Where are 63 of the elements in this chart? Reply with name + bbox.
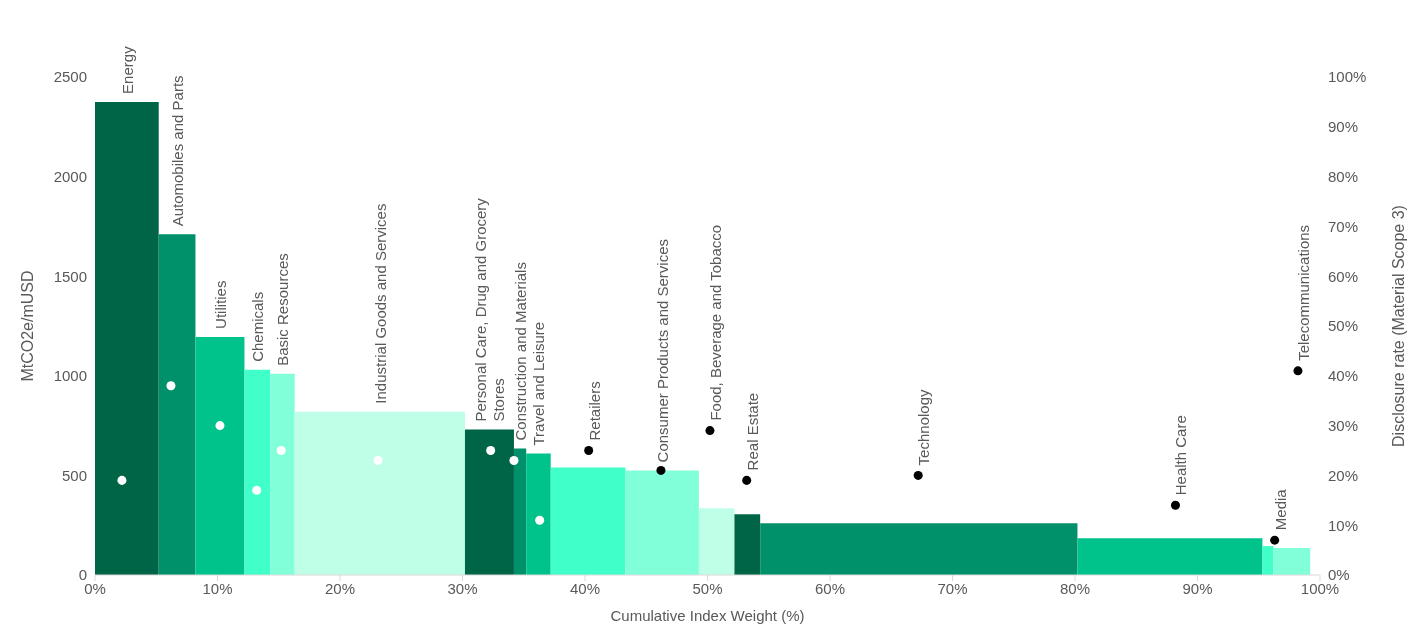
x-tick-label: 50% — [692, 579, 723, 597]
x-tick-label: 20% — [324, 579, 356, 597]
x-tick-label: 80% — [1059, 579, 1091, 597]
point — [276, 445, 286, 456]
y2-tick-label: 60% — [1328, 267, 1359, 285]
x-tick-label: 10% — [202, 579, 233, 597]
point — [486, 445, 496, 456]
annotation: Media — [1271, 488, 1289, 531]
point — [656, 465, 666, 475]
point — [1293, 366, 1303, 376]
point — [705, 426, 715, 436]
annotation: Personal Care, Drug and Grocery Stores — [471, 197, 507, 422]
point — [913, 470, 923, 480]
annotation: Construction and Materials — [511, 262, 529, 441]
annotation: Basic Resources — [273, 253, 291, 366]
y2-tick-label: 40% — [1328, 367, 1359, 385]
annotation: Technology — [914, 389, 932, 466]
point — [535, 515, 545, 525]
y2-tick-label: 50% — [1328, 317, 1359, 335]
annotation: Automobiles and Parts — [168, 75, 186, 227]
y2-tick-label: 30% — [1328, 416, 1359, 434]
annotation: Telecommunications — [1294, 224, 1312, 361]
y2-tick-label: 100% — [1328, 68, 1367, 86]
y2-tick-label: 10% — [1328, 516, 1359, 534]
point — [252, 485, 262, 495]
x-tick-label: 90% — [1182, 579, 1213, 597]
y-tick-label: 2000 — [53, 167, 87, 185]
point — [1170, 500, 1180, 510]
annotation: Chemicals — [248, 291, 266, 362]
y-axis-title: MtCO2e/mUSD — [18, 270, 36, 382]
x-tick-label: 60% — [814, 579, 846, 597]
x-tick-label: 0% — [84, 579, 106, 597]
annotation: Energy — [118, 45, 136, 94]
y-tick-label: 2500 — [53, 68, 87, 86]
annotation: Utilities — [211, 280, 229, 329]
y2-axis-title: Disclosure rate (Material Scope 3) — [1389, 205, 1407, 447]
point — [215, 421, 225, 431]
y-tick-label: 1000 — [53, 367, 87, 385]
y-tick-label: 0 — [78, 566, 87, 584]
x-tick-label: 30% — [447, 579, 478, 597]
x-tick-label: 40% — [569, 579, 601, 597]
y2-tick-label: 20% — [1328, 466, 1359, 484]
y2-tick-label: 80% — [1328, 167, 1359, 185]
annotation: Consumer Products and Services — [653, 238, 671, 463]
y-tick-label: 500 — [61, 466, 87, 484]
point — [742, 475, 752, 485]
point — [1270, 535, 1280, 545]
annotation: Industrial Goods and Services — [371, 203, 389, 404]
x-tick-label: 70% — [937, 579, 968, 597]
point — [509, 455, 519, 465]
annotation: Food, Beverage and Tobacco — [706, 224, 724, 421]
point — [117, 475, 127, 485]
annotation: Health Care — [1171, 415, 1189, 496]
x-axis-title: Cumulative Index Weight (%) — [610, 607, 805, 624]
y-tick-label: 1500 — [53, 267, 87, 285]
point — [373, 455, 383, 465]
annotation: Travel and Leisure — [529, 321, 547, 446]
point — [584, 445, 594, 456]
y2-tick-label: 90% — [1328, 118, 1359, 136]
point — [166, 381, 176, 391]
y2-tick-label: 70% — [1328, 217, 1359, 235]
annotation: Real Estate — [743, 392, 761, 471]
annotation: Retailers — [585, 381, 603, 441]
